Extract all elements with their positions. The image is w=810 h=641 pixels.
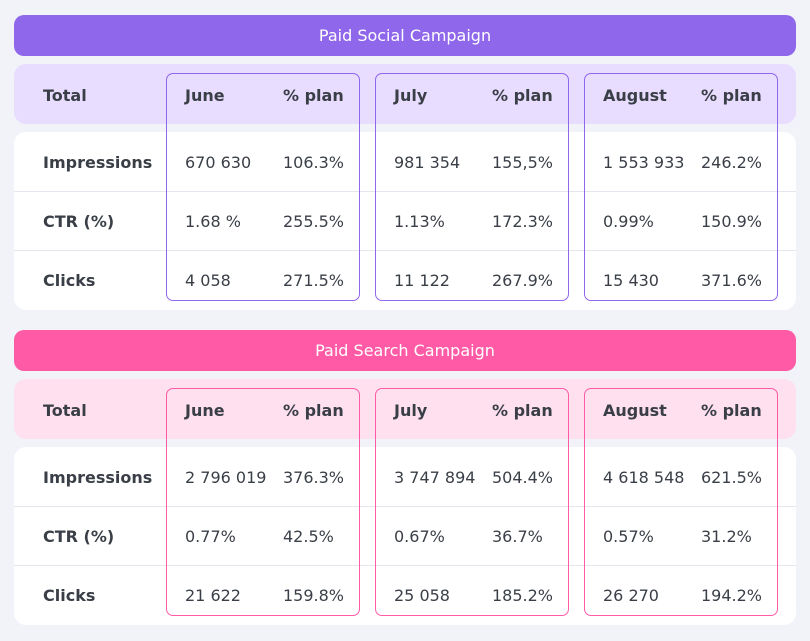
paid-social-month-header: August (603, 86, 667, 105)
paid-social-value-cell: 1 553 933 (603, 153, 685, 172)
paid-social-value-cell: 1.68 % (185, 212, 241, 231)
paid-social-row-divider (14, 250, 796, 251)
paid-social-total-label: Total (43, 86, 87, 105)
paid-social-plan-header: % plan (701, 86, 762, 105)
paid-search-plan-header: % plan (283, 401, 344, 420)
paid-search-plan-cell: 185.2% (492, 586, 554, 605)
paid-social-title-banner: Paid Social Campaign (14, 15, 796, 56)
paid-social-month-header: June (185, 86, 225, 105)
paid-search-plan-cell: 31.2% (701, 527, 752, 546)
paid-social-month-column-box (584, 73, 778, 301)
paid-search-plan-cell: 621.5% (701, 468, 763, 487)
paid-social-plan-cell: 246.2% (701, 153, 763, 172)
paid-search-value-cell: 21 622 (185, 586, 241, 605)
paid-search-plan-cell: 194.2% (701, 586, 763, 605)
paid-social-month-header: July (394, 86, 428, 105)
paid-search-month-header: July (394, 401, 428, 420)
paid-social-month-column-box (166, 73, 360, 301)
paid-search-month-column-box (166, 388, 360, 616)
paid-search-plan-cell: 159.8% (283, 586, 345, 605)
paid-search-total-label: Total (43, 401, 87, 420)
paid-search-row-divider (14, 565, 796, 566)
paid-social-plan-cell: 172.3% (492, 212, 554, 231)
paid-search-plan-cell: 504.4% (492, 468, 554, 487)
paid-social-row-label: Impressions (43, 153, 153, 172)
paid-social-plan-header: % plan (283, 86, 344, 105)
paid-social-plan-cell: 271.5% (283, 271, 345, 290)
paid-search-row-label: Impressions (43, 468, 153, 487)
paid-search-row-label: CTR (%) (43, 527, 115, 546)
paid-search-value-cell: 0.67% (394, 527, 445, 546)
paid-social-row-label: Clicks (43, 271, 96, 290)
paid-search-value-cell: 25 058 (394, 586, 450, 605)
paid-search-month-column-box (584, 388, 778, 616)
paid-search-month-header: August (603, 401, 667, 420)
paid-search-row-divider (14, 506, 796, 507)
paid-social-plan-cell: 267.9% (492, 271, 554, 290)
paid-social-month-column-box (375, 73, 569, 301)
paid-social-row-divider (14, 191, 796, 192)
paid-search-title: Paid Search Campaign (315, 341, 495, 360)
paid-search-value-cell: 3 747 894 (394, 468, 476, 487)
paid-social-value-cell: 1.13% (394, 212, 445, 231)
paid-social-body (14, 132, 796, 310)
paid-search-plan-cell: 36.7% (492, 527, 543, 546)
paid-search-value-cell: 4 618 548 (603, 468, 685, 487)
paid-social-plan-cell: 155,5% (492, 153, 554, 172)
paid-search-plan-header: % plan (492, 401, 553, 420)
paid-search-plan-header: % plan (701, 401, 762, 420)
paid-search-header-row (14, 379, 796, 439)
paid-search-value-cell: 2 796 019 (185, 468, 267, 487)
paid-social-value-cell: 4 058 (185, 271, 231, 290)
paid-social-plan-header: % plan (492, 86, 553, 105)
paid-search-month-column-box (375, 388, 569, 616)
paid-social-title: Paid Social Campaign (318, 26, 492, 45)
paid-search-month-header: June (185, 401, 225, 420)
paid-social-value-cell: 0.99% (603, 212, 654, 231)
paid-search-value-cell: 0.77% (185, 527, 236, 546)
paid-social-plan-cell: 371.6% (701, 271, 763, 290)
paid-social-value-cell: 15 430 (603, 271, 659, 290)
paid-social-plan-cell: 255.5% (283, 212, 345, 231)
paid-search-value-cell: 0.57% (603, 527, 654, 546)
paid-social-value-cell: 11 122 (394, 271, 450, 290)
paid-social-plan-cell: 106.3% (283, 153, 345, 172)
paid-search-row-label: Clicks (43, 586, 96, 605)
paid-search-plan-cell: 376.3% (283, 468, 345, 487)
paid-social-plan-cell: 150.9% (701, 212, 763, 231)
paid-social-value-cell: 670 630 (185, 153, 252, 172)
paid-search-plan-cell: 42.5% (283, 527, 334, 546)
paid-social-row-label: CTR (%) (43, 212, 115, 231)
paid-search-body (14, 447, 796, 625)
paid-social-value-cell: 981 354 (394, 153, 461, 172)
paid-social-header-row (14, 64, 796, 124)
paid-search-title-banner: Paid Search Campaign (14, 330, 796, 371)
paid-search-value-cell: 26 270 (603, 586, 659, 605)
